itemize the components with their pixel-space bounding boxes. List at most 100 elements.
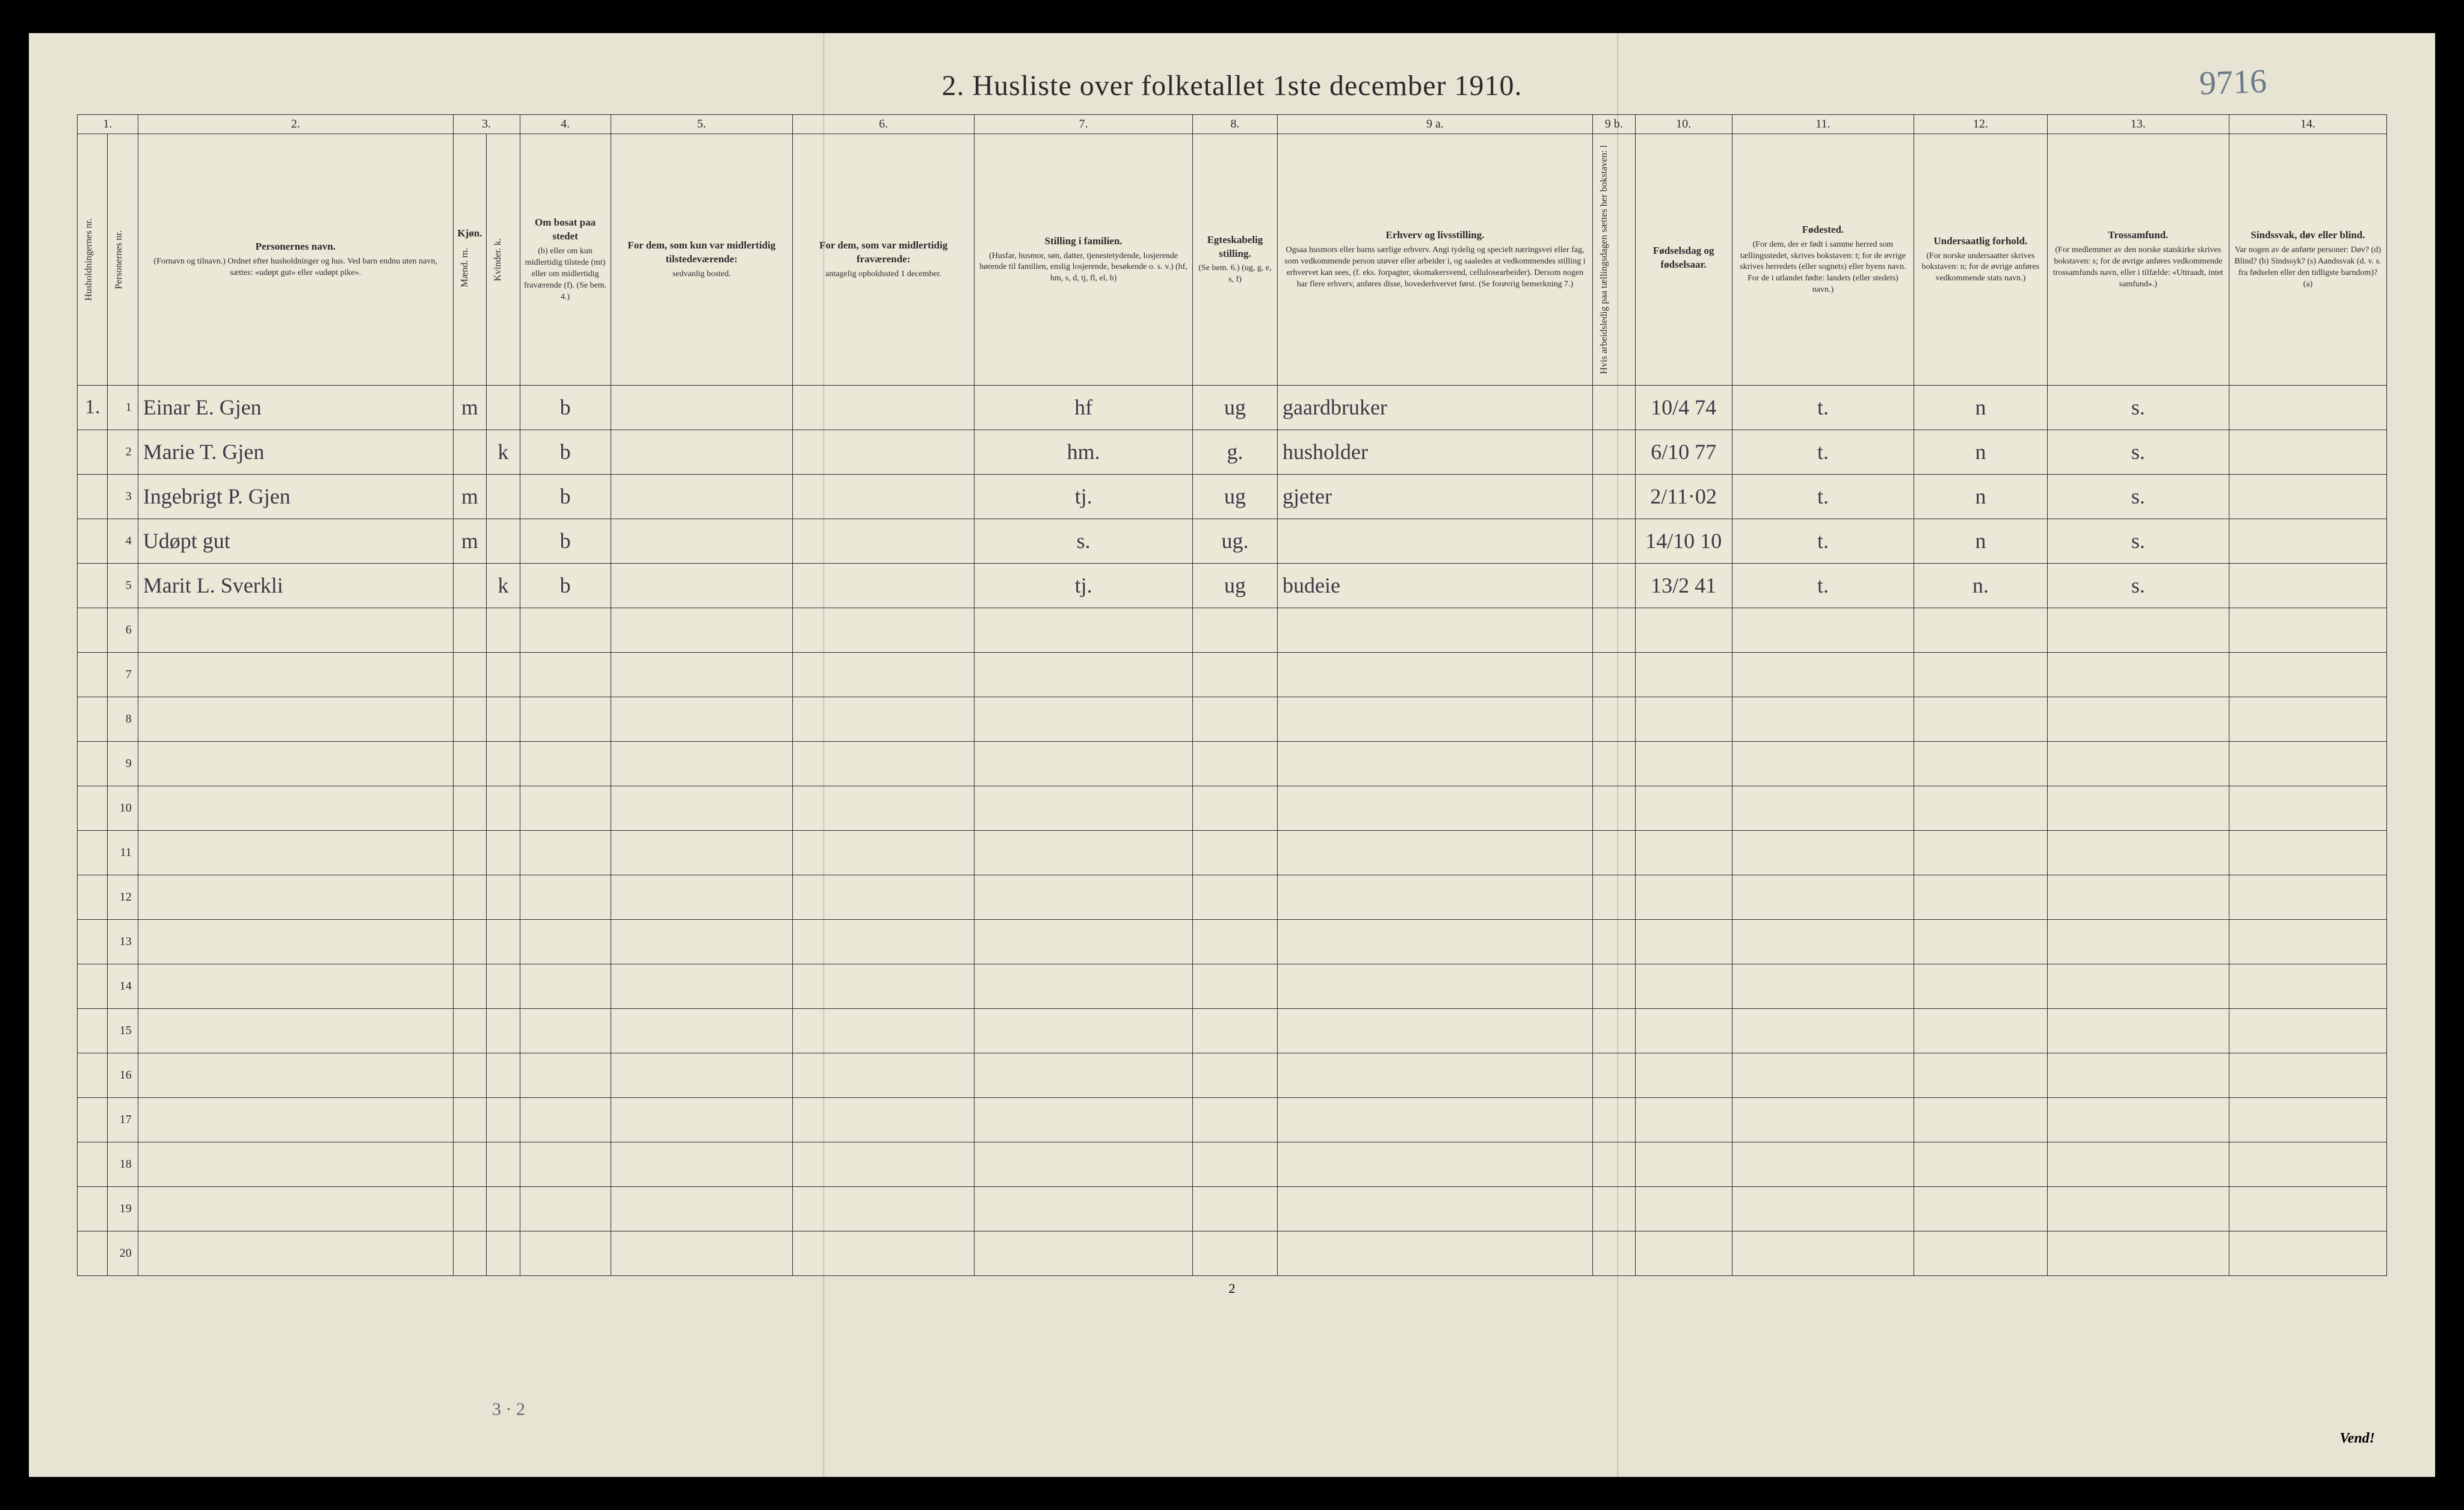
cell-empty [138,875,453,919]
cell-household [78,1186,108,1231]
cell-empty [975,697,1193,741]
cell-empty [1914,875,2047,919]
colnum: 9 b. [1592,115,1635,134]
table-row-empty: 17 [78,1097,2387,1142]
cell-sex-m [453,430,486,474]
cell-c6 [792,563,974,608]
cell-empty [1192,1186,1277,1231]
col-header-temp-absent: For dem, som var midlertidig fraværende:… [792,134,974,386]
cell-c6 [792,474,974,519]
cell-empty [611,608,792,652]
cell-residence: b [520,519,611,563]
cell-empty [2047,830,2229,875]
cell-sex-m: m [453,519,486,563]
table-row-empty: 6 [78,608,2387,652]
cell-empty [2047,652,2229,697]
cell-empty [1914,741,2047,786]
col-header-sex-m: Kjøn. Mænd. m. [453,134,486,386]
cell-empty [487,652,520,697]
cell-household [78,563,108,608]
cell-empty [1278,1142,1593,1186]
cell-empty [1914,652,2047,697]
cell-empty [1732,786,1914,830]
cell-empty [453,652,486,697]
cell-empty [487,875,520,919]
cell-empty [1278,1008,1593,1053]
cell-empty [1914,1053,2047,1097]
cell-empty [1592,830,1635,875]
cell-empty [1635,1186,1732,1231]
table-row-empty: 18 [78,1142,2387,1186]
cell-empty [1635,919,1732,964]
cell-person-nr: 4 [108,519,138,563]
cell-empty [1914,1231,2047,1275]
cell-empty [520,1008,611,1053]
cell-c5 [611,474,792,519]
table-row-empty: 14 [78,964,2387,1008]
cell-family-pos: tj. [975,563,1193,608]
cell-person-nr: 2 [108,430,138,474]
cell-person-nr: 14 [108,964,138,1008]
cell-empty [1592,1231,1635,1275]
cell-empty [1278,697,1593,741]
cell-empty [487,697,520,741]
cell-empty [1192,652,1277,697]
cell-empty [138,1186,453,1231]
col-header-household-nr: Husholdningernes nr. [78,134,108,386]
table-row-empty: 20 [78,1231,2387,1275]
cell-empty [453,1186,486,1231]
cell-person-nr: 6 [108,608,138,652]
table-row: 2Marie T. Gjenkbhm.g.husholder6/10 77t.n… [78,430,2387,474]
cell-empty [792,1186,974,1231]
cell-empty [520,786,611,830]
cell-empty [1278,1097,1593,1142]
cell-empty [2047,875,2229,919]
cell-empty [1192,875,1277,919]
cell-empty [2047,786,2229,830]
cell-residence: b [520,474,611,519]
col-header-sex-k: Kvinder. k. [487,134,520,386]
census-page: 2. Husliste over folketallet 1ste decemb… [29,33,2435,1477]
cell-empty [520,964,611,1008]
cell-empty [1192,1142,1277,1186]
cell-empty [138,964,453,1008]
cell-c5 [611,519,792,563]
col-header-occupation: Erhverv og livsstilling. Ogsaa husmors e… [1278,134,1593,386]
cell-household: 1. [78,385,108,430]
cell-person-nr: 5 [108,563,138,608]
cell-unemployed [1592,519,1635,563]
cell-empty [611,830,792,875]
cell-empty [1732,652,1914,697]
cell-empty [975,964,1193,1008]
cell-empty [453,830,486,875]
colnum: 1. [78,115,138,134]
cell-empty [1192,1097,1277,1142]
cell-empty [975,875,1193,919]
cell-empty [1592,1008,1635,1053]
cell-empty [611,1053,792,1097]
col-header-unemployed: Hvis arbeidsledig paa tællingsdagen sætt… [1592,134,1635,386]
table-row: 1.1Einar E. Gjenmbhfuggaardbruker10/4 74… [78,385,2387,430]
colnum: 13. [2047,115,2229,134]
table-row: 3Ingebrigt P. Gjenmbtj.uggjeter2/11·02t.… [78,474,2387,519]
cell-occupation: gaardbruker [1278,385,1593,430]
cell-empty [1192,697,1277,741]
cell-empty [1278,919,1593,964]
colnum: 9 a. [1278,115,1593,134]
table-row-empty: 15 [78,1008,2387,1053]
cell-empty [611,1142,792,1186]
cell-empty [520,608,611,652]
colnum: 11. [1732,115,1914,134]
table-row-empty: 7 [78,652,2387,697]
cell-empty [611,697,792,741]
cell-empty [2229,741,2386,786]
cell-person-nr: 18 [108,1142,138,1186]
cell-empty [611,741,792,786]
cell-birthplace: t. [1732,563,1914,608]
cell-empty [611,1186,792,1231]
cell-c6 [792,519,974,563]
cell-empty [1592,786,1635,830]
cell-empty [1592,875,1635,919]
cell-birthdate: 6/10 77 [1635,430,1732,474]
cell-empty [1278,830,1593,875]
